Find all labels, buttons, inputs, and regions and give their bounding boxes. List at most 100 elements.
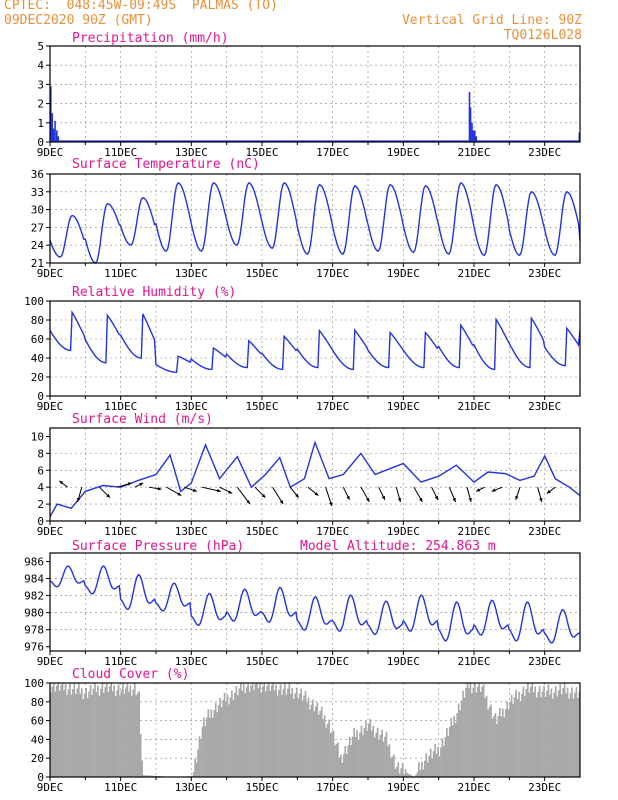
cloud-bar [350,745,352,777]
cloud-bar [148,775,151,777]
y-tick-label: 20 [31,752,44,765]
cloud-bar [516,698,519,777]
x-tick-label: 21DEC [457,400,490,413]
cloud-bar [469,683,472,777]
cloud-bar [195,762,198,777]
cloud-bar [457,703,460,777]
cloud-bar [326,723,329,777]
cloud-bar [447,735,450,777]
cloud-bar [66,695,68,777]
cloud-bar [363,728,366,777]
cloud-bar [150,775,152,777]
cloud-bar [565,693,567,777]
x-tick-label: 17DEC [316,781,349,794]
cloud-bar [359,732,361,777]
cloud-bar [256,683,258,777]
y-tick-label: 980 [24,607,44,620]
cloud-bar [70,694,73,777]
plot-frame [49,427,581,522]
x-tick-label: 19DEC [387,781,420,794]
cloud-bar [209,717,211,777]
cloud-bar [560,694,563,777]
cloud-bar [465,687,467,777]
cloud-bar [301,700,304,777]
cloud-bar [232,700,235,777]
cloud-bar [451,725,454,777]
y-tick-label: 0 [37,771,44,784]
cloud-bar [58,690,61,777]
cloud-bar [331,731,333,777]
cloud-bar [566,687,569,777]
wind-arrowhead [419,497,423,502]
cloud-bar [552,698,554,777]
cloud-bar [329,733,332,777]
cloud-bar [556,696,559,777]
precip-bar [56,130,58,142]
wind-arrowhead [468,497,472,502]
panel-title: Surface Wind (m/s) [72,412,213,427]
wind-arrowhead [329,502,333,507]
cloud-bar [431,758,433,777]
cloud-bar [307,697,310,777]
cloud-bar [434,744,436,777]
cloud-bar [141,760,143,777]
cloud-bar [320,706,323,777]
cloud-bar [133,683,136,777]
cloud-bar [512,704,514,777]
cloud-bar [97,685,99,777]
cloud-bar [332,730,335,777]
cloud-bar [409,774,411,777]
x-tick-label: 11DEC [104,781,137,794]
x-tick-label: 17DEC [316,267,349,280]
y-tick-label: 80 [31,314,44,327]
cloud-bar [111,691,114,777]
wind-arrowhead [476,488,481,492]
x-tick-label: 9DEC [37,400,64,413]
cloud-bar [547,684,550,777]
x-tick-label: 15DEC [245,781,278,794]
x-tick-label: 23DEC [528,267,561,280]
cloud-bar [211,717,214,777]
x-tick-label: 9DEC [37,781,64,794]
x-tick-label: 19DEC [387,655,420,668]
cloud-bar [312,699,314,777]
cloud-bar [484,698,486,777]
cloud-bar [388,744,391,777]
cloud-bar [444,737,447,777]
cloud-bar [57,683,60,777]
x-tick-label: 15DEC [245,655,278,668]
cloud-bar [144,775,146,777]
cloud-bar [553,692,556,777]
y-tick-label: 982 [24,590,44,603]
cloud-bar [348,737,351,777]
cloud-bar [92,688,95,777]
x-tick-label: 11DEC [104,267,137,280]
cloud-bar [569,693,572,777]
cloud-bar [200,739,202,777]
cloud-bar [418,762,420,777]
cloud-bar [395,766,398,777]
wind-arrowhead [261,493,266,498]
cloud-bar [77,683,80,777]
wind-arrowhead [346,495,350,500]
x-tick-label: 19DEC [387,400,420,413]
y-tick-label: 2 [37,498,44,511]
cloud-bar [216,712,219,777]
series-line [49,310,581,374]
cloud-bar [448,726,451,777]
cloud-bar [572,698,575,777]
cloud-bar [578,692,581,777]
wind-arrowhead [59,480,64,485]
cloud-bar [228,704,230,777]
cloud-bar [82,699,85,777]
cloud-bar [488,707,491,777]
cloud-bar [338,757,341,777]
cloud-bar [379,734,382,777]
cloud-bar [340,754,342,777]
cloud-bar [284,683,286,777]
cloud-bar [319,710,322,777]
x-tick-label: 17DEC [316,655,349,668]
x-tick-label: 15DEC [245,400,278,413]
cloud-bar [432,751,435,777]
wind-arrowhead [314,491,319,496]
